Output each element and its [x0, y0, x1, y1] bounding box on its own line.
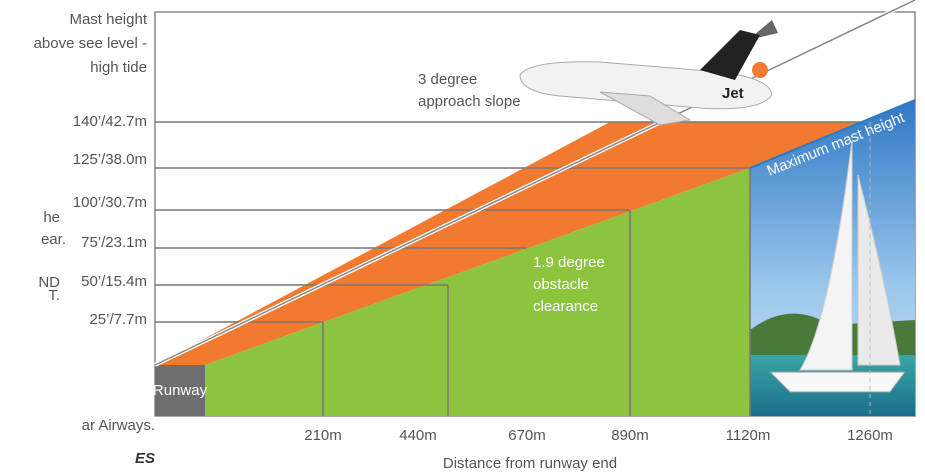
left-text: he — [43, 209, 60, 226]
left-text: T. — [48, 287, 60, 304]
photo-sail — [857, 174, 901, 366]
x-label: 210m — [304, 427, 342, 444]
photo-sail — [799, 139, 853, 371]
approach-line — [154, 0, 916, 366]
y-label: 125’/38.0m — [73, 151, 147, 168]
x-label: 890m — [611, 427, 649, 444]
y-axis-title: above see level - — [34, 35, 147, 52]
clearance-label: clearance — [533, 298, 598, 315]
photo-hull — [768, 371, 906, 393]
y-label: 140’/42.7m — [73, 113, 147, 130]
left-text: ar Airways. — [82, 417, 155, 434]
svg-text:Jet: Jet — [722, 85, 744, 102]
mast-line — [749, 99, 916, 169]
x-label: 440m — [399, 427, 437, 444]
y-label: 25’/7.7m — [89, 311, 147, 328]
x-label: 670m — [508, 427, 546, 444]
x-label: 1120m — [726, 427, 771, 444]
approach-label: 3 degree — [418, 71, 477, 88]
approach-zone — [155, 122, 860, 365]
y-label: 100’/30.7m — [73, 194, 147, 211]
y-axis-title: high tide — [90, 59, 147, 76]
left-text: ND — [38, 274, 60, 291]
airplane: Jet — [519, 30, 773, 126]
grid — [155, 121, 860, 416]
left-text: ear. — [41, 231, 66, 248]
clearance-label: obstacle — [533, 276, 589, 293]
y-label: 75’/23.1m — [81, 234, 147, 251]
left-text: ES — [135, 450, 155, 467]
x-axis-title: Distance from runway end — [443, 455, 617, 472]
approach-label: approach slope — [418, 93, 521, 110]
runway-label: Runway — [153, 382, 208, 399]
clearance-label: 1.9 degree — [533, 254, 605, 271]
runway — [155, 365, 205, 416]
y-label: 50’/15.4m — [81, 273, 147, 290]
y-axis-title: Mast height — [69, 11, 147, 28]
clearance-zone — [205, 168, 750, 416]
x-label: 1260m — [847, 427, 893, 444]
